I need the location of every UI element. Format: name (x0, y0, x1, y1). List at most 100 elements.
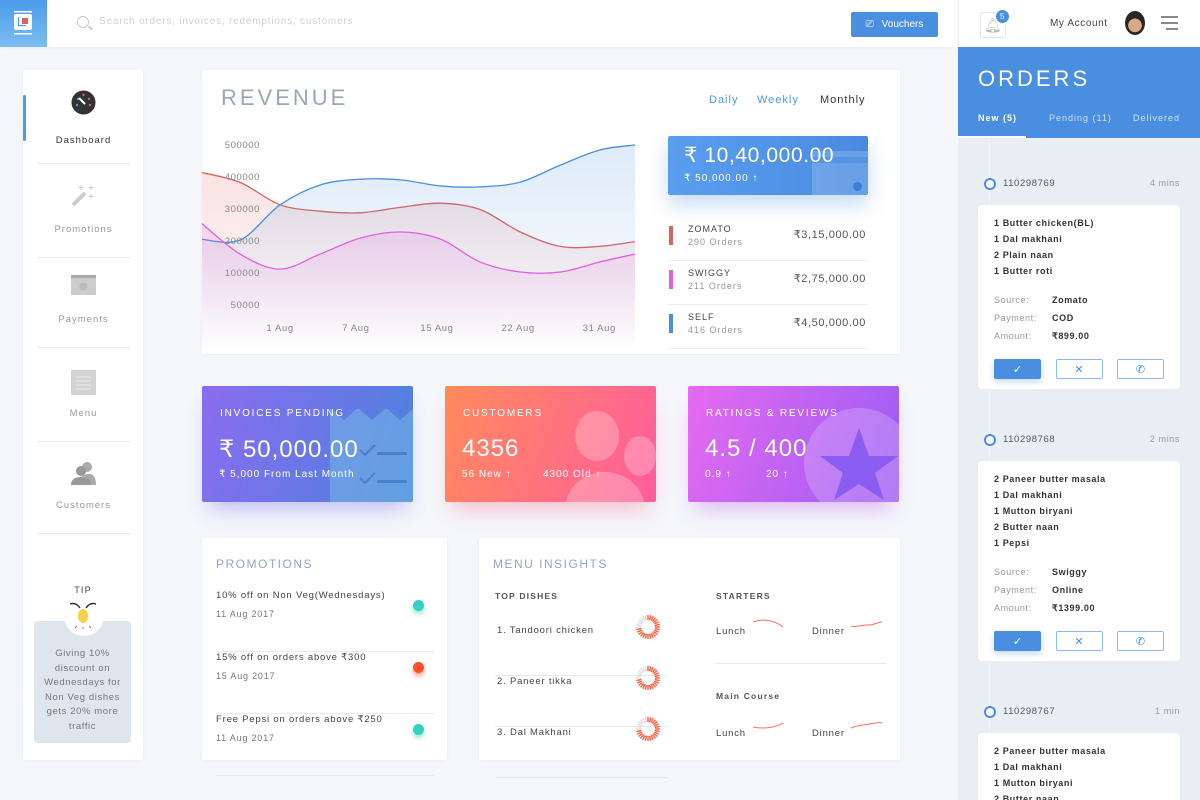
customers-card[interactable]: CUSTOMERS 4356 56 New ↑ 4300 Old ↑ (445, 386, 656, 502)
x-tick-label: 31 Aug (583, 323, 616, 334)
notification-badge: 5 (995, 9, 1010, 24)
search-input[interactable] (99, 16, 499, 27)
dish-name: 1. Tandoori chicken (497, 625, 594, 636)
order-id[interactable]: 110298769 (1003, 178, 1056, 189)
source-amount: ₹4,50,000.00 (793, 317, 866, 329)
promotion-status-dot (413, 662, 424, 673)
order-amount: Amount: ₹899.00 (994, 327, 1164, 345)
search-icon (77, 16, 89, 28)
active-tab-underline (958, 136, 1026, 138)
promotions-card: PROMOTIONS 10% off on Non Veg(Wednesdays… (202, 538, 447, 776)
revenue-card: REVENUE Daily Weekly Monthly 500000 40000… (202, 70, 900, 354)
x-tick-label: 7 Aug (342, 323, 369, 334)
call-customer-button[interactable]: ✆ (1117, 359, 1164, 379)
cash-icon (71, 273, 96, 298)
order-card: 2 Paneer butter masala 1 Dal makhani 1 Mut… (978, 461, 1180, 661)
ratings-card[interactable]: RATINGS & REVIEWS 4.5 / 400 0.9 ↑ 20 ↑ (688, 386, 899, 502)
order-time: 1 min (1154, 706, 1180, 716)
stat-reviews-change: 20 ↑ (766, 469, 789, 480)
sidebar-item-customers[interactable]: Customers (37, 440, 130, 534)
series-area-swiggy (202, 223, 635, 350)
promotion-item[interactable]: Free Pepsi on orders above ₹250 11 Aug 2… (216, 714, 434, 776)
promotion-item[interactable]: 10% off on Non Veg(Wednesdays) 11 Aug 20… (216, 590, 434, 652)
top-bar: ⎚ Vouchers (0, 0, 958, 47)
stat-value: ₹ 50,000.00 (219, 436, 359, 463)
order-amount-label: Amount: (994, 331, 1032, 341)
menu-list-icon (71, 370, 96, 395)
source-amount: ₹2,75,000.00 (793, 273, 866, 285)
orders-panel: ORDERS New (5) Pending (11) Delivered 11… (958, 47, 1200, 800)
order-id[interactable]: 110298768 (1003, 434, 1056, 445)
starters-dinner-sparkline (850, 621, 883, 628)
sidebar-item-dashboard[interactable]: Dashboard (37, 70, 130, 164)
top-dish-item: 1. Tandoori chicken (495, 615, 667, 676)
menu-insights-card: MENU INSIGHTS TOP DISHES 1. Tandoori chi… (479, 538, 900, 778)
reject-order-button[interactable]: ✕ (1055, 631, 1103, 651)
source-name: SWIGGY (688, 268, 732, 278)
invoice-icon (330, 408, 413, 502)
period-weekly[interactable]: Weekly (757, 94, 799, 106)
order-payment-label: Payment: (994, 585, 1037, 595)
stat-title: CUSTOMERS (463, 408, 543, 419)
order-id[interactable]: 110298767 (1003, 706, 1056, 717)
dish-share-ring (636, 666, 660, 690)
top-dish-item: 2. Paneer tikka (495, 666, 667, 727)
y-tick-label: 50000 (231, 300, 260, 311)
order-item: 1 Butter chicken(BL) (994, 218, 1095, 228)
app-logo[interactable] (0, 0, 47, 47)
vouchers-button[interactable]: ⎚ Vouchers (851, 12, 938, 37)
period-daily[interactable]: Daily (709, 94, 739, 106)
hamburger-menu-icon[interactable] (1161, 16, 1178, 34)
tab-new[interactable]: New (5) (978, 113, 1018, 123)
order-item: 2 Paneer butter masala (994, 746, 1106, 756)
period-monthly[interactable]: Monthly (820, 94, 866, 106)
main-lunch-label: Lunch (716, 728, 746, 739)
dish-name: 2. Paneer tikka (497, 676, 573, 687)
starters-lunch-sparkline (752, 619, 784, 628)
accept-order-button[interactable]: ✓ (994, 359, 1041, 379)
dish-name: 3. Dal Makhani (497, 727, 572, 738)
my-account-link[interactable]: My Account (1050, 18, 1108, 29)
accept-order-button[interactable]: ✓ (994, 631, 1041, 651)
starters-label: STARTERS (716, 591, 771, 601)
check-icon: ✓ (1012, 363, 1023, 376)
timeline-dot (984, 178, 996, 190)
sidebar-item-payments[interactable]: Payments (37, 254, 130, 348)
series-line-swiggy (202, 222, 636, 274)
account-bar: 🔔︎ 5 My Account (958, 0, 1200, 47)
order-item: 1 Mutton biryani (994, 778, 1074, 788)
sidebar-item-menu[interactable]: Menu (37, 348, 130, 442)
dish-share-ring (636, 615, 660, 639)
customers-icon (71, 460, 96, 485)
revenue-source-swiggy: SWIGGY 211 Orders ₹2,75,000.00 (668, 261, 868, 305)
promotion-status-dot (413, 724, 424, 735)
promotion-item[interactable]: 15% off on orders above ₹300 15 Aug 2017 (216, 652, 434, 714)
source-color-bar (669, 270, 673, 289)
reject-order-button[interactable]: ✕ (1055, 359, 1103, 379)
promotions-title: PROMOTIONS (216, 557, 314, 571)
starters-lunch-label: Lunch (716, 626, 746, 637)
call-customer-button[interactable]: ✆ (1117, 631, 1164, 651)
tip-box: Giving 10% discount on Wednesdays for No… (34, 621, 131, 743)
tab-pending[interactable]: Pending (11) (1049, 113, 1112, 123)
tab-delivered[interactable]: Delivered (1133, 113, 1181, 123)
order-amount-label: Amount: (994, 603, 1032, 613)
light-bulb-icon (70, 602, 96, 629)
promotion-status-dot (413, 600, 424, 611)
revenue-title: REVENUE (221, 85, 349, 110)
promotion-date: 11 Aug 2017 (216, 733, 275, 743)
main-dinner-label: Dinner (812, 728, 845, 739)
avatar[interactable] (1125, 11, 1145, 35)
promotion-name: Free Pepsi on orders above ₹250 (216, 714, 383, 725)
order-item: 2 Butter naan (994, 522, 1060, 532)
invoices-pending-card[interactable]: INVOICES PENDING ₹ 50,000.00 ₹ 5,000 Fro… (202, 386, 413, 502)
tip-title: TIP (74, 585, 92, 595)
sidebar-item-promotions[interactable]: Promotions (37, 164, 130, 258)
stat-sub: ₹ 5,000 From Last Month (219, 469, 355, 480)
order-amount-value: ₹899.00 (1052, 331, 1090, 341)
order-card: 2 Paneer butter masala 1 Dal makhani 1 Mut… (978, 733, 1180, 800)
revenue-chart: 500000 400000 300000 200000 100000 50000 1 Aug… (202, 140, 636, 350)
vouchers-label: Vouchers (881, 19, 924, 30)
orders-header: ORDERS New (5) Pending (11) Delivered (958, 47, 1200, 138)
order-source: Source: Zomato (994, 291, 1164, 309)
